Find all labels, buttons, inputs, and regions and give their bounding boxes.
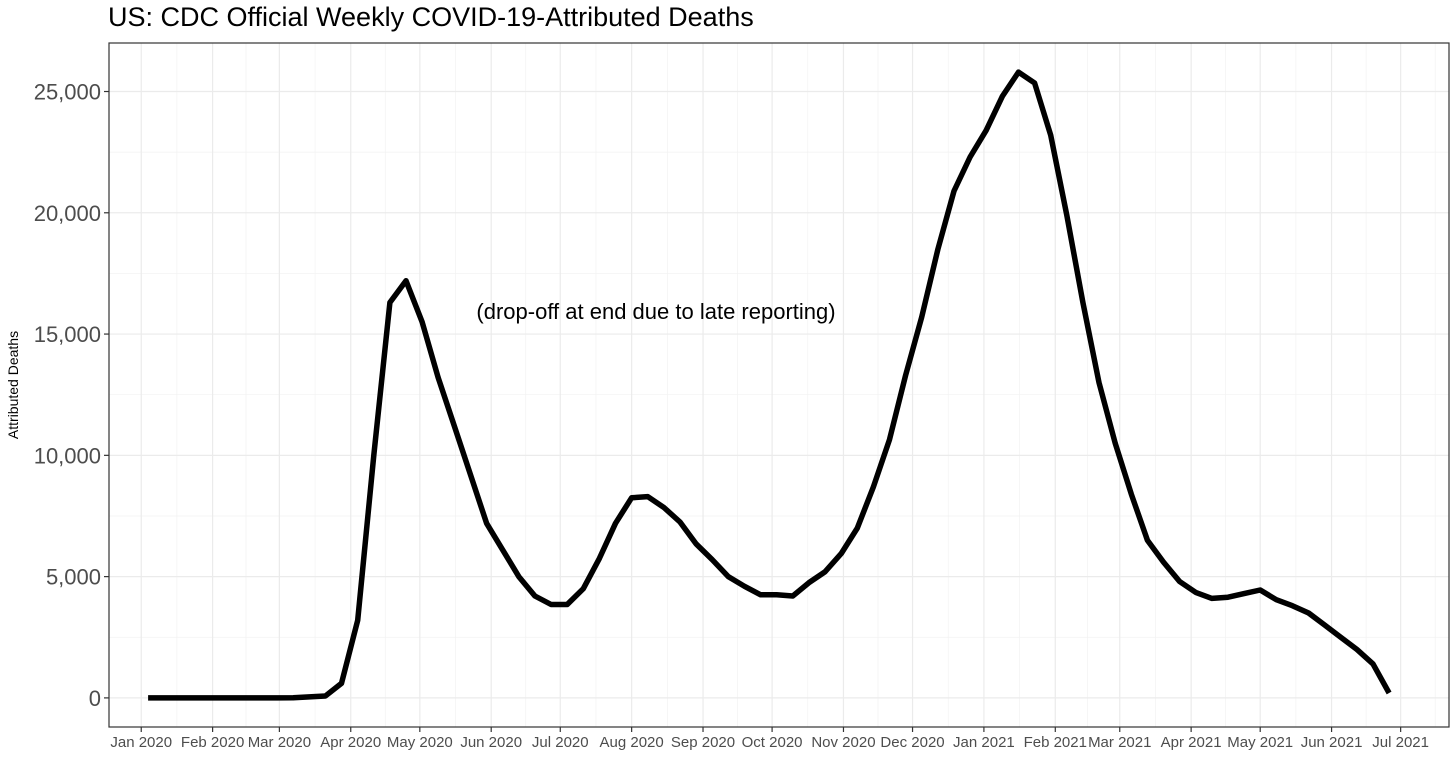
x-axis: Jan 2020 Feb 2020 Mar 2020 Apr 2020 May 2020… bbox=[110, 727, 1429, 751]
x-tick-label: Feb 2021 bbox=[1024, 734, 1087, 751]
x-tick-label: May 2021 bbox=[1227, 734, 1293, 751]
x-tick-label: Jan 2020 bbox=[110, 734, 172, 751]
x-tick-label: Sep 2020 bbox=[671, 734, 735, 751]
x-tick-label: Jul 2021 bbox=[1372, 734, 1429, 751]
chart-title: US: CDC Official Weekly COVID-19-Attribu… bbox=[108, 2, 754, 32]
x-tick-label: Aug 2020 bbox=[600, 734, 664, 751]
x-tick-label: Apr 2021 bbox=[1161, 734, 1222, 751]
x-tick-label: Jul 2020 bbox=[532, 734, 589, 751]
x-tick-label: Nov 2020 bbox=[811, 734, 875, 751]
x-tick-label: Feb 2020 bbox=[181, 734, 244, 751]
major-gridlines bbox=[109, 43, 1449, 727]
y-tick-label: 5,000 bbox=[46, 565, 101, 590]
y-tick-label: 25,000 bbox=[34, 80, 101, 105]
x-tick-label: Mar 2020 bbox=[248, 734, 311, 751]
x-tick-label: Jan 2021 bbox=[953, 734, 1015, 751]
x-tick-label: Dec 2020 bbox=[880, 734, 944, 751]
y-tick-label: 15,000 bbox=[34, 322, 101, 347]
minor-gridlines bbox=[109, 43, 1449, 727]
x-tick-label: May 2020 bbox=[387, 734, 453, 751]
y-tick-label: 0 bbox=[89, 686, 101, 711]
y-tick-label: 20,000 bbox=[34, 201, 101, 226]
plot-background bbox=[109, 43, 1449, 727]
x-tick-label: Jun 2021 bbox=[1301, 734, 1363, 751]
y-tick-label: 10,000 bbox=[34, 443, 101, 468]
y-axis: 0 5,000 10,000 15,000 20,000 25,000 bbox=[34, 80, 109, 711]
deaths-series-line bbox=[148, 69, 1392, 701]
plot-border bbox=[108, 42, 1450, 728]
y-axis-label: Attributed Deaths bbox=[5, 331, 21, 439]
x-tick-label: Apr 2020 bbox=[320, 734, 381, 751]
x-tick-label: Oct 2020 bbox=[742, 734, 803, 751]
chart-annotation: (drop-off at end due to late reporting) bbox=[476, 299, 835, 324]
x-tick-label: Jun 2020 bbox=[460, 734, 522, 751]
x-tick-label: Mar 2021 bbox=[1088, 734, 1151, 751]
